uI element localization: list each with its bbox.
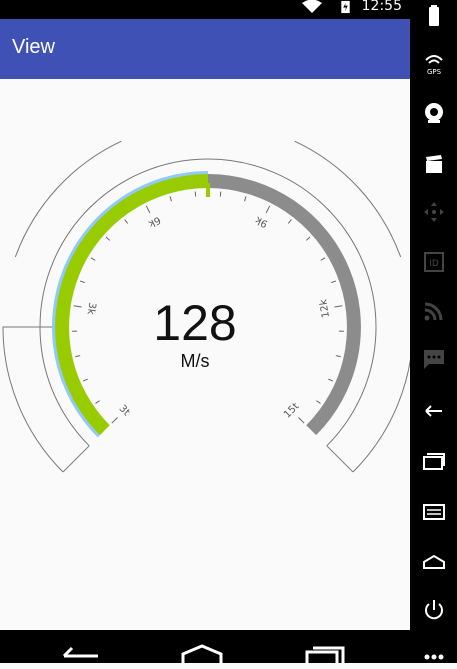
recents-icon[interactable]	[422, 449, 446, 473]
home-icon[interactable]	[181, 644, 223, 663]
gauge-tick	[91, 258, 95, 261]
speed-value: 128	[130, 293, 260, 353]
back-icon[interactable]	[422, 399, 446, 423]
gauge-tick	[106, 237, 110, 240]
gauge-tick	[266, 206, 270, 213]
gauge-tick	[331, 281, 336, 283]
gauge-tick	[146, 206, 150, 213]
gauge-tick	[83, 379, 88, 381]
cast-icon[interactable]	[422, 299, 446, 323]
back-icon[interactable]	[62, 646, 100, 663]
gauge-tick-label: 3k	[85, 302, 98, 316]
gauge-tick	[316, 401, 320, 404]
gauge-tick	[75, 356, 80, 357]
gauge-tick	[112, 418, 118, 424]
gps-icon[interactable]: GPS	[422, 52, 446, 76]
gauge-tick	[299, 418, 305, 424]
message-icon[interactable]	[422, 347, 446, 371]
gauge-tick	[334, 306, 342, 307]
recents-icon[interactable]	[305, 646, 345, 663]
clapper-icon[interactable]	[422, 152, 446, 176]
speed-unit: M/s	[130, 351, 260, 372]
move-icon[interactable]	[422, 200, 446, 224]
id-icon[interactable]: ID	[422, 250, 446, 274]
power-icon[interactable]	[422, 598, 446, 622]
gauge-tick	[74, 306, 82, 307]
gauge-needle	[206, 183, 210, 197]
navigation-bar	[0, 630, 410, 663]
svg-text:GPS: GPS	[427, 68, 442, 76]
gauge-tick	[96, 401, 100, 404]
camera-icon[interactable]	[422, 101, 446, 125]
gauge-tick	[170, 196, 171, 201]
gauge-tick	[328, 379, 333, 381]
gauge-tick	[125, 220, 128, 224]
gauge-tick	[306, 237, 310, 240]
gauge-tick	[321, 258, 325, 261]
emulator-side-panel: GPS ID	[410, 0, 457, 663]
gauge-tick-label: 12k	[318, 298, 332, 318]
gauge-tick	[80, 281, 85, 283]
svg-text:ID: ID	[429, 259, 439, 269]
battery-icon[interactable]	[422, 4, 446, 28]
gauge-tick-label: 9k	[254, 214, 270, 229]
gauge-tick-label: 6k	[146, 214, 162, 229]
gauge-tick-label: 3t	[117, 403, 132, 418]
gauge-tick	[245, 196, 246, 201]
more-icon[interactable]	[422, 645, 446, 669]
menu-icon[interactable]	[422, 500, 446, 524]
gauge-tick	[288, 220, 291, 224]
home-icon[interactable]	[422, 549, 446, 573]
gauge-tick	[336, 356, 341, 357]
